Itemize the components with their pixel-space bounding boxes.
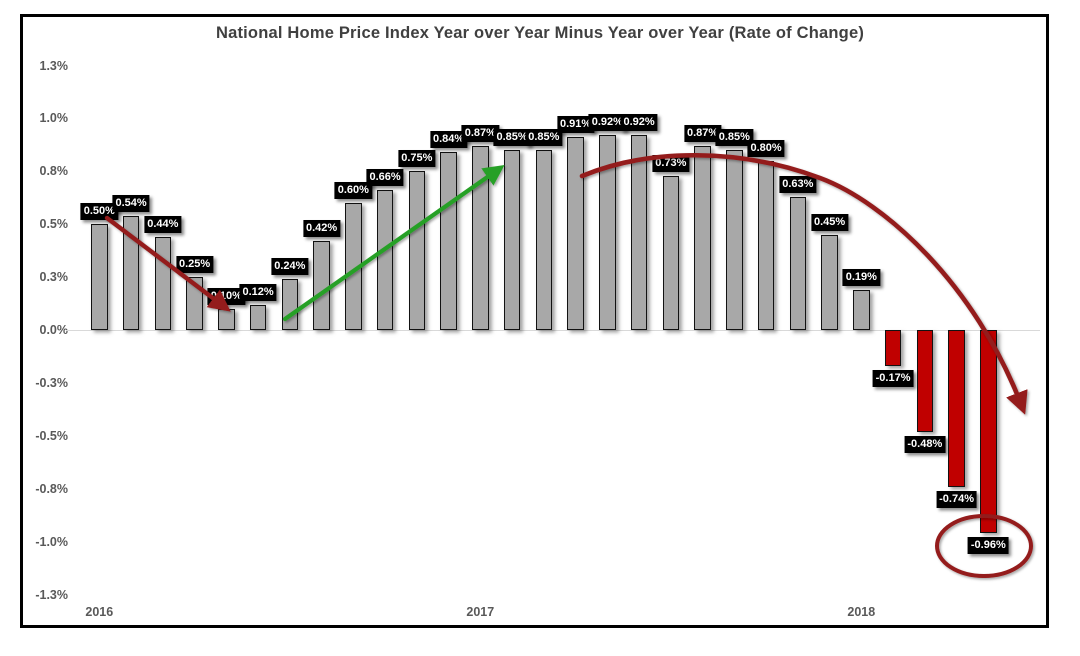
y-tick-0.3%: 0.3% (39, 270, 69, 285)
bar-6 (281, 279, 299, 330)
chart-frame (20, 14, 1049, 628)
y-tick-0.5%: 0.5% (39, 217, 69, 232)
bar-9 (376, 190, 394, 330)
bar-12 (472, 145, 489, 330)
bar-22 (789, 196, 807, 330)
y-tick-0.8%: 0.8% (39, 164, 69, 179)
x-year-2018: 2018 (847, 605, 876, 619)
bar-27 (948, 330, 965, 487)
bar-15 (567, 137, 584, 330)
y-tick--0.3%: -0.3% (35, 375, 68, 390)
bar-18 (662, 175, 680, 330)
bar-label-10: 0.75% (398, 150, 436, 168)
bar-5 (249, 304, 267, 330)
bar-label-20: 0.85% (715, 129, 753, 147)
bar-4 (218, 308, 235, 330)
bar-label-16: 0.92% (588, 114, 626, 132)
bar-7 (313, 241, 330, 330)
zero-gridline (66, 329, 1040, 331)
bar-25 (884, 330, 902, 366)
bar-11 (440, 152, 457, 330)
bar-3 (186, 277, 203, 330)
bar-label-7: 0.42% (302, 220, 341, 238)
bar-label-5: 0.12% (239, 283, 277, 301)
bar-label-14: 0.85% (525, 129, 563, 147)
y-tick-1.3%: 1.3% (39, 58, 69, 73)
bar-label-19: 0.87% (683, 124, 722, 142)
bar-label-21: 0.80% (747, 139, 785, 157)
bar-8 (345, 203, 362, 330)
bar-label-1: 0.54% (112, 194, 150, 212)
x-year-2016: 2016 (85, 605, 114, 619)
bar-17 (630, 135, 648, 330)
bar-16 (599, 135, 616, 330)
bar-label-27: -0.74% (936, 490, 977, 508)
bar-1 (122, 215, 140, 330)
bar-28 (980, 330, 997, 534)
bar-label-25: -0.17% (872, 369, 914, 387)
bar-24 (853, 289, 870, 330)
y-tick-0.0%: 0.0% (39, 323, 69, 337)
chart-title: National Home Price Index Year over Year… (215, 24, 865, 42)
bar-label-2: 0.44% (144, 215, 182, 233)
bar-13 (503, 150, 521, 330)
bar-label-24: 0.19% (842, 268, 880, 286)
bar-26 (916, 330, 934, 432)
bar-label-26: -0.48% (904, 435, 946, 453)
bar-label-6: 0.24% (271, 258, 309, 276)
bar-label-23: 0.45% (810, 213, 849, 231)
bar-10 (408, 171, 426, 330)
bar-19 (694, 145, 711, 330)
y-tick--1.3%: -1.3% (35, 587, 68, 602)
bar-label-22: 0.63% (779, 175, 817, 193)
bar-2 (154, 236, 172, 330)
y-tick--0.5%: -0.5% (35, 428, 68, 443)
bar-label-17: 0.92% (620, 114, 658, 132)
y-tick--1.0%: -1.0% (35, 534, 68, 549)
bar-21 (757, 160, 775, 330)
bar-label-11: 0.84% (429, 131, 468, 149)
bar-label-3: 0.25% (175, 256, 214, 274)
y-tick-1.0%: 1.0% (39, 111, 69, 126)
bar-14 (535, 150, 553, 330)
y-tick--0.8%: -0.8% (35, 481, 68, 496)
bar-label-12: 0.87% (461, 124, 499, 142)
bar-label-13: 0.85% (493, 129, 531, 147)
bar-0 (91, 224, 108, 330)
x-year-2017: 2017 (466, 605, 495, 619)
bar-label-9: 0.66% (366, 169, 404, 187)
bar-20 (726, 150, 743, 330)
bar-label-18: 0.73% (652, 154, 690, 172)
bar-label-15: 0.91% (556, 116, 595, 134)
bar-label-28: -0.96% (967, 537, 1009, 555)
bar-23 (821, 234, 838, 330)
